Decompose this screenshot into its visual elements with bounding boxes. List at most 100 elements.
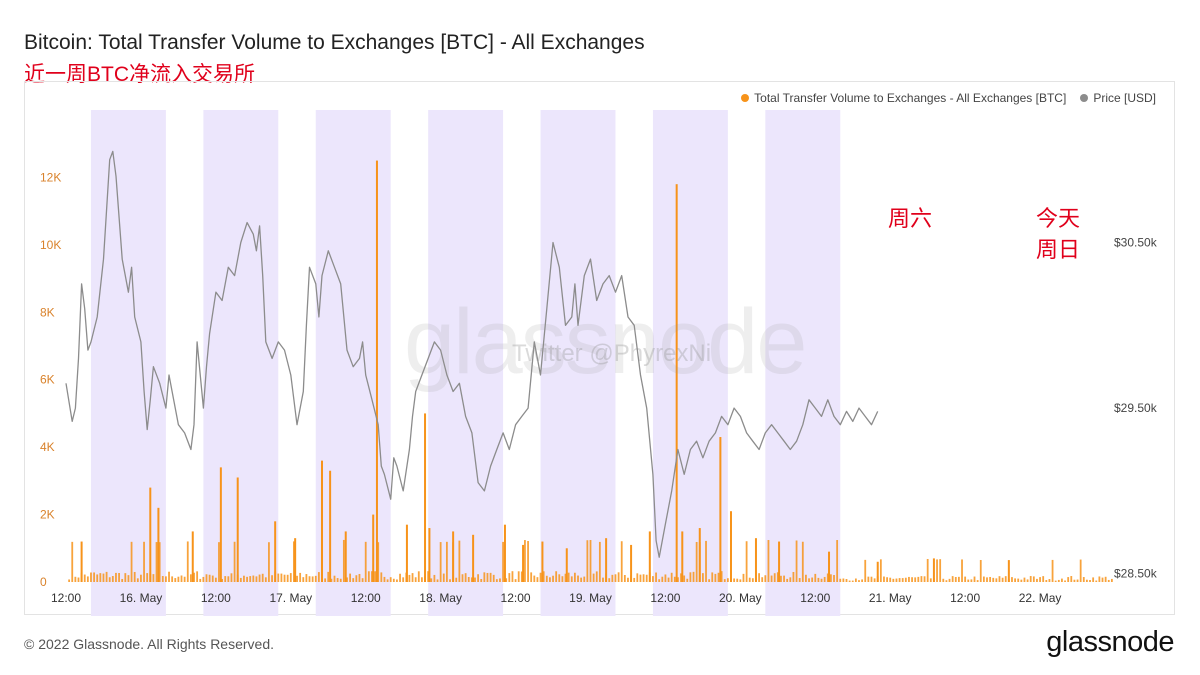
volume-bar <box>193 572 195 582</box>
volume-bar <box>555 571 558 582</box>
volume-bar <box>886 577 888 582</box>
volume-bar <box>681 531 684 582</box>
volume-bar <box>858 580 860 582</box>
volume-bar <box>1007 560 1010 582</box>
volume-bar <box>296 575 298 582</box>
volume-bar <box>1045 580 1048 582</box>
volume-bar <box>805 574 807 582</box>
volume-bar <box>689 572 692 582</box>
volume-bar <box>311 576 314 582</box>
shaded-band <box>765 110 841 616</box>
volume-bar <box>901 578 904 582</box>
right-axis-tick-label: $29.50k <box>1114 401 1158 415</box>
volume-bar <box>986 577 988 582</box>
volume-bar <box>464 573 467 582</box>
volume-bar <box>692 571 695 582</box>
volume-bar <box>889 577 892 582</box>
volume-bar <box>627 577 629 582</box>
volume-bar <box>583 576 586 582</box>
volume-bar <box>305 574 308 582</box>
volume-bar <box>717 572 720 582</box>
volume-bar <box>503 524 506 582</box>
volume-bar <box>1101 577 1104 582</box>
volume-bar <box>218 542 220 582</box>
volume-bar <box>230 573 233 582</box>
volume-bar <box>280 573 283 582</box>
volume-bar <box>967 579 970 582</box>
volume-bar <box>1061 578 1063 582</box>
volume-bar <box>989 576 992 582</box>
volume-bar <box>258 574 261 582</box>
volume-bar <box>93 572 95 582</box>
volume-bar <box>845 579 848 582</box>
volume-bar <box>414 577 417 582</box>
volume-bar <box>430 578 433 582</box>
volume-bar <box>602 577 604 582</box>
shaded-band <box>315 110 391 616</box>
volume-bar <box>1089 580 1091 582</box>
volume-bar <box>520 571 523 582</box>
volume-bar <box>455 577 458 582</box>
volume-bar <box>542 571 545 582</box>
volume-bar <box>375 160 378 583</box>
price-dot-icon <box>1080 94 1089 102</box>
volume-bar <box>783 575 785 582</box>
volume-bar <box>742 573 745 582</box>
volume-bar <box>558 574 561 582</box>
volume-bar <box>708 579 711 582</box>
volume-bar <box>698 528 701 582</box>
volume-bar <box>920 576 923 582</box>
x-axis-tick-label: 18. May <box>419 591 462 605</box>
volume-bar <box>801 541 804 582</box>
legend-item-volume[interactable]: Total Transfer Volume to Exchanges - All… <box>741 91 1066 105</box>
volume-bar <box>767 540 770 582</box>
volume-bar <box>836 540 839 582</box>
volume-bar <box>545 575 548 582</box>
volume-bar <box>219 467 222 582</box>
volume-bar <box>136 578 139 582</box>
volume-bar <box>1004 576 1007 582</box>
volume-bar <box>527 541 529 582</box>
annotation-today-line1: 今天 <box>1036 206 1081 231</box>
chart-subtitle: 近一周BTC净流入交易所 <box>24 63 255 86</box>
volume-bar <box>124 573 127 582</box>
x-axis-tick-label: 12:00 <box>950 591 980 605</box>
volume-bar <box>957 576 960 582</box>
volume-bar <box>346 577 348 582</box>
volume-bar <box>814 573 817 582</box>
volume-bar <box>168 571 170 582</box>
volume-bar <box>1057 579 1060 582</box>
left-axis-tick-label: 0 <box>40 575 47 589</box>
annotation-saturday: 周六 <box>888 203 932 234</box>
volume-bar <box>127 575 130 582</box>
volume-bar <box>570 576 573 582</box>
volume-bar <box>961 559 963 582</box>
legend-item-price[interactable]: Price [USD] <box>1080 91 1156 105</box>
x-axis-tick-label: 16. May <box>120 591 163 605</box>
chart-legend[interactable]: Total Transfer Volume to Exchanges - All… <box>741 91 1156 105</box>
volume-bar <box>417 571 420 582</box>
volume-bar <box>336 578 339 582</box>
glassnode-logo[interactable]: glassnode <box>1046 626 1174 658</box>
volume-bar <box>155 542 158 582</box>
volume-bar <box>1095 580 1098 582</box>
volume-bar <box>329 470 332 582</box>
volume-bar <box>786 578 789 582</box>
volume-bar <box>80 541 83 582</box>
volume-bar <box>330 578 333 582</box>
volume-bar <box>820 578 823 582</box>
volume-bar <box>567 572 570 582</box>
volume-bar <box>549 577 551 582</box>
volume-bar <box>102 573 105 582</box>
volume-bar <box>530 572 533 582</box>
volume-bar <box>908 576 910 582</box>
volume-bar <box>758 573 760 582</box>
volume-bar <box>405 524 408 582</box>
volume-bar <box>1051 559 1054 582</box>
volume-bar <box>586 540 589 582</box>
volume-bar <box>789 577 792 582</box>
volume-bar <box>723 579 726 582</box>
volume-bar <box>71 541 74 582</box>
volume-bar <box>118 572 120 582</box>
